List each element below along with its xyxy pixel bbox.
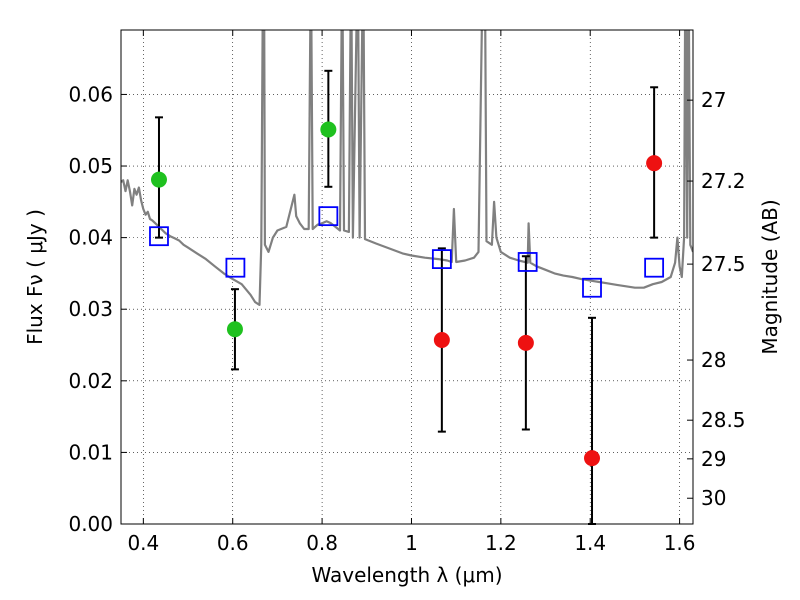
x-tick-label: 1 [405, 531, 418, 555]
right-axis-label: Magnitude (AB) [758, 199, 782, 354]
right-tick-label: 27.2 [701, 169, 746, 193]
x-tick-label: 0.8 [306, 531, 338, 555]
model-flux-square [225, 257, 246, 278]
model-flux-square [582, 277, 602, 298]
measured-point-green [226, 321, 243, 338]
y-tick-label: 0.03 [68, 297, 113, 321]
y-axis-label: Flux Fν ( μJy ) [23, 209, 47, 345]
right-tick-label: 27.5 [701, 252, 746, 276]
model-flux-square [517, 252, 538, 272]
right-tick-label: 28.5 [701, 408, 746, 432]
model-flux-square [318, 206, 339, 227]
x-tick-label: 0.6 [217, 531, 249, 555]
sed-model-layer [121, 30, 693, 306]
measured-point-layer [150, 121, 663, 467]
model-flux-square [431, 249, 452, 270]
plot-frame [120, 29, 694, 525]
plot-background [121, 30, 693, 524]
measured-point-red [433, 332, 450, 349]
measured-point-red [646, 155, 663, 172]
model-square-layer [149, 206, 665, 298]
sed-model-line [121, 30, 693, 306]
y-tick-label: 0.00 [68, 512, 113, 536]
y-tick-label: 0.01 [68, 440, 113, 464]
y-tick-label: 0.04 [68, 226, 113, 250]
right-tick-label: 29 [701, 447, 726, 471]
measured-point-red [584, 450, 601, 467]
y-tick-label: 0.06 [68, 82, 113, 106]
measured-point-green [320, 121, 337, 138]
x-tick-label: 1.6 [664, 531, 696, 555]
model-flux-square [149, 226, 169, 247]
right-tick-label: 28 [701, 348, 726, 372]
measured-point-green [150, 171, 167, 188]
y-tick-label: 0.05 [68, 154, 113, 178]
ticks: 0.4 0.6 0.8 1 1.2 1.4 1.6 0.00 0.01 0.02 0.03 0.04 0… [68, 30, 746, 555]
x-tick-label: 0.4 [127, 531, 159, 555]
x-tick-label: 1.2 [485, 531, 517, 555]
model-flux-square [644, 257, 665, 278]
measured-point-red [517, 334, 534, 351]
right-tick-label: 30 [701, 486, 726, 510]
x-tick-label: 1.4 [574, 531, 606, 555]
y-tick-label: 0.02 [68, 369, 113, 393]
x-axis-label: Wavelength λ (μm) [311, 563, 502, 587]
right-tick-label: 27 [701, 88, 726, 112]
